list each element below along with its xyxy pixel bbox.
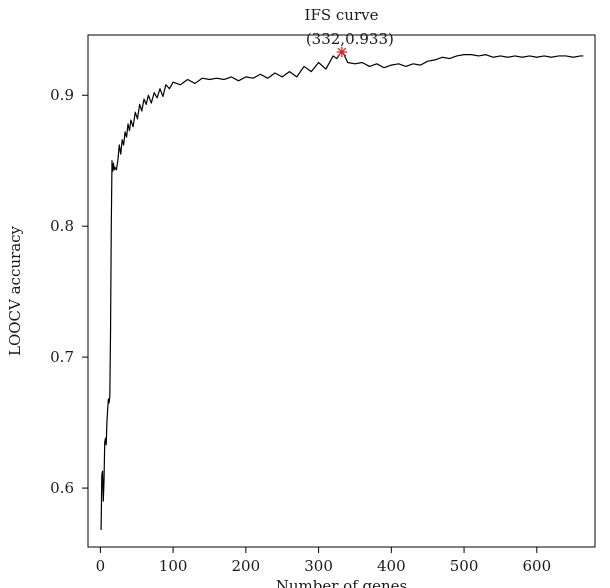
x-axis: 0 100 200 300 400 500 600 [96, 547, 551, 575]
highlight-marker [336, 46, 348, 58]
y-axis-title: LOOCV accuracy [6, 225, 24, 356]
y-tick-label: 0.9 [50, 86, 74, 104]
series-line [100, 51, 584, 530]
x-tick-label: 0 [96, 557, 106, 575]
x-tick-label: 100 [159, 557, 188, 575]
x-axis-title: Number of genes [276, 577, 408, 588]
highlight-label: (332,0.933) [306, 30, 394, 48]
chart-title: IFS curve [305, 6, 379, 24]
y-axis: 0.6 0.7 0.8 0.9 [50, 86, 88, 497]
plot-frame [87, 34, 596, 548]
x-tick-label: 300 [304, 557, 333, 575]
x-tick-label: 400 [377, 557, 406, 575]
x-tick-label: 600 [522, 557, 551, 575]
y-tick-label: 0.6 [50, 479, 74, 497]
x-tick-label: 200 [232, 557, 261, 575]
x-tick-label: 500 [450, 557, 479, 575]
y-tick-label: 0.8 [50, 217, 74, 235]
y-tick-label: 0.7 [50, 348, 74, 366]
